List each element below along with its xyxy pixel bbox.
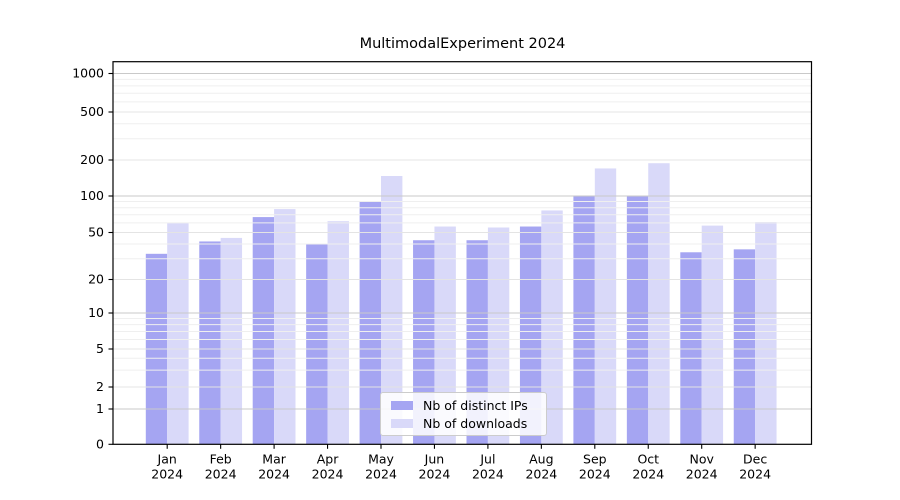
x-tick-label-month-apr: Apr (317, 451, 339, 466)
x-tick-label-year-apr: 2024 (312, 466, 344, 481)
bar-nb-of-downloads-may (381, 175, 403, 445)
x-tick-label-month-nov: Nov (689, 451, 714, 466)
y-tick-label-2: 2 (96, 379, 104, 394)
bar-nb-of-distinct-ips-dec (733, 249, 756, 445)
bar-nb-of-downloads-nov (701, 225, 724, 445)
x-tick-label-year-aug: 2024 (525, 466, 557, 481)
x-tick-label-month-jun: Jun (424, 451, 445, 466)
bar-nb-of-downloads-sep (594, 168, 617, 445)
x-tick-label-month-jul: Jul (479, 451, 495, 466)
x-tick-label-month-jan: Jan (157, 451, 177, 466)
x-tick-label-year-oct: 2024 (632, 466, 664, 481)
x-tick-label-year-mar: 2024 (258, 466, 290, 481)
x-tick-label-year-may: 2024 (365, 466, 397, 481)
x-tick-label-month-feb: Feb (210, 451, 232, 466)
legend-item-downloads: Nb of downloads (389, 416, 538, 431)
x-tick-label-year-dec: 2024 (739, 466, 771, 481)
bar-nb-of-distinct-ips-mar (252, 217, 275, 445)
x-tick-label-month-mar: Mar (262, 451, 286, 466)
y-tick-label-1: 1 (96, 401, 104, 416)
y-tick-label-1000: 1000 (72, 66, 104, 81)
y-tick-label-20: 20 (88, 272, 104, 287)
y-tick-label-500: 500 (80, 104, 104, 119)
y-tick-label-100: 100 (80, 188, 104, 203)
bar-nb-of-distinct-ips-sep (573, 195, 595, 445)
y-tick-label-200: 200 (80, 152, 104, 167)
x-tick-label-year-feb: 2024 (205, 466, 237, 481)
bar-nb-of-downloads-apr (327, 221, 349, 445)
x-tick-label-year-sep: 2024 (579, 466, 611, 481)
bar-nb-of-distinct-ips-may (359, 201, 381, 445)
bar-nb-of-downloads-aug (541, 210, 563, 445)
x-tick-label-month-aug: Aug (529, 451, 553, 466)
x-tick-label-year-jul: 2024 (472, 466, 504, 481)
x-tick-label-month-may: May (368, 451, 394, 466)
x-tick-label-month-sep: Sep (583, 451, 607, 466)
bar-nb-of-downloads-jan (167, 222, 189, 445)
legend-item-distinct-ips: Nb of distinct IPs (389, 398, 538, 413)
legend-swatch-distinct-ips (391, 400, 413, 410)
bar-nb-of-distinct-ips-oct (626, 196, 649, 445)
legend: Nb of distinct IPs Nb of downloads (380, 392, 547, 436)
chart-title: MultimodalExperiment 2024 (359, 36, 566, 52)
x-tick-label-month-oct: Oct (637, 451, 659, 466)
y-tick-label-50: 50 (88, 225, 104, 240)
y-tick-label-5: 5 (96, 341, 104, 356)
x-tick-label-month-dec: Dec (743, 451, 767, 466)
bar-nb-of-distinct-ips-aug (519, 226, 542, 445)
bar-nb-of-distinct-ips-nov (680, 252, 702, 445)
plot-border (112, 61, 813, 445)
x-tick-label-year-jun: 2024 (419, 466, 451, 481)
bar-nb-of-distinct-ips-feb (199, 241, 221, 445)
bar-nb-of-downloads-oct (648, 163, 670, 445)
bar-nb-of-downloads-jul (487, 227, 510, 445)
bar-nb-of-downloads-jun (434, 226, 456, 445)
x-tick-label-year-nov: 2024 (686, 466, 718, 481)
bar-nb-of-downloads-dec (755, 222, 777, 445)
legend-label-distinct-ips: Nb of distinct IPs (423, 397, 528, 413)
bar-nb-of-downloads-feb (220, 237, 243, 445)
bar-nb-of-downloads-mar (274, 209, 296, 445)
x-tick-label-year-jan: 2024 (151, 466, 183, 481)
legend-swatch-downloads (391, 418, 413, 428)
y-tick-label-10: 10 (88, 305, 104, 320)
legend-label-downloads: Nb of downloads (423, 415, 528, 431)
y-tick-label-0: 0 (96, 437, 104, 452)
bar-nb-of-distinct-ips-apr (306, 243, 328, 445)
